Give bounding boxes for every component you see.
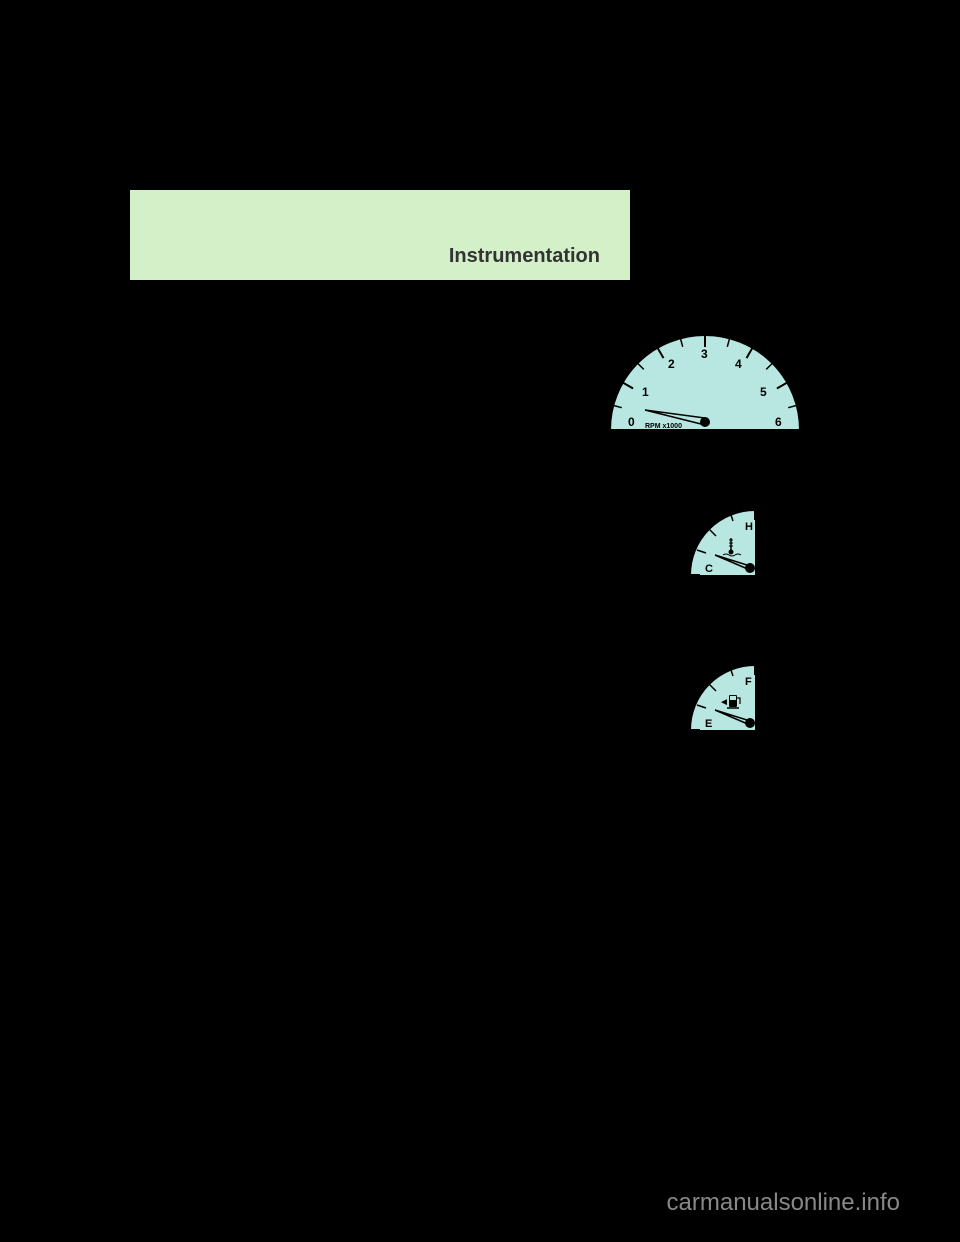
tach-label-5: 5 (760, 385, 767, 399)
tach-label-2: 2 (668, 357, 675, 371)
fuel-section: Text F E ◄ (130, 655, 830, 740)
fuel-container: F E ◄ (620, 655, 830, 740)
tach-label-0: 0 (628, 415, 635, 429)
temperature-container: H C (620, 500, 830, 585)
section-header: Instrumentation (130, 190, 630, 280)
temp-bg (690, 510, 755, 575)
temperature-section: Text H C (130, 500, 830, 585)
tachometer-section: Text 0 1 2 3 (130, 310, 830, 440)
manual-page: Instrumentation Text 0 1 2 (130, 190, 830, 740)
tachometer-gauge: 0 1 2 3 4 5 6 (600, 310, 810, 440)
tach-label-4: 4 (735, 357, 742, 371)
tach-sublabel: RPM x1000 (645, 423, 682, 430)
temp-label-hot: H (745, 521, 753, 533)
temperature-gauge: H C (685, 500, 765, 585)
fuel-pump-icon: ◄ (719, 695, 740, 708)
temp-label-cold: C (705, 563, 713, 575)
svg-text:◄: ◄ (719, 697, 729, 708)
section-title: Instrumentation (449, 245, 600, 268)
tach-label-6: 6 (775, 415, 782, 429)
tach-label-3: 3 (701, 347, 708, 361)
watermark-text: carmanualsonline.info (667, 1189, 900, 1217)
fuel-label-empty: E (705, 718, 712, 730)
tachometer-container: 0 1 2 3 4 5 6 (580, 310, 830, 440)
tach-label-1: 1 (642, 385, 649, 399)
fuel-label-full: F (745, 676, 752, 688)
fuel-gauge: F E ◄ (685, 655, 765, 740)
